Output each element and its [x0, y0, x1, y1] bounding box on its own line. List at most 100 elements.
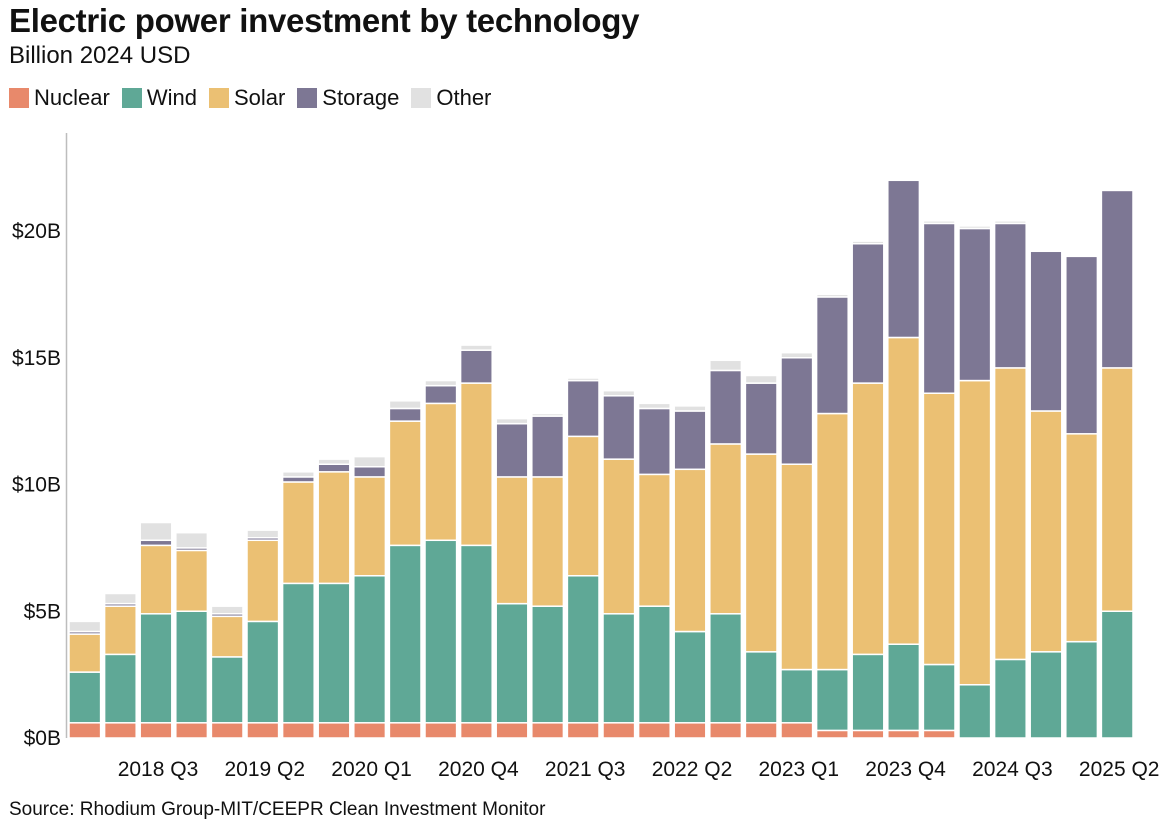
- bar-segment-nuclear: [673, 722, 707, 739]
- bar-segment-other: [993, 220, 1027, 225]
- bar-segment-solar: [246, 539, 280, 623]
- bar-segment-wind: [459, 544, 493, 724]
- bar-segment-nuclear: [424, 722, 458, 739]
- bar-segment-storage: [1100, 189, 1134, 369]
- bar-segment-wind: [922, 663, 956, 732]
- bar-segment-nuclear: [317, 722, 351, 739]
- bar-segment-wind: [673, 630, 707, 724]
- x-tick-label: 2019 Q2: [225, 758, 306, 781]
- legend-item-storage: Storage: [297, 85, 399, 111]
- bar-segment-nuclear: [139, 722, 173, 739]
- bar-segment-solar: [566, 435, 600, 577]
- legend-item-solar: Solar: [208, 85, 285, 111]
- bar-segment-solar: [780, 463, 814, 671]
- bar-segment-solar: [353, 476, 387, 577]
- bar-segment-other: [602, 389, 636, 397]
- bar-segment-nuclear: [210, 722, 244, 739]
- bar-segment-solar: [922, 392, 956, 666]
- bar-segment-solar: [459, 382, 493, 547]
- bar-segment-nuclear: [851, 729, 885, 739]
- bar-segment-solar: [851, 382, 885, 656]
- bar-segment-storage: [780, 357, 814, 465]
- bar-segment-wind: [103, 653, 137, 724]
- bar-segment-storage: [815, 296, 849, 415]
- bar-segment-wind: [1065, 640, 1099, 739]
- bar-segment-solar: [602, 458, 636, 615]
- bar-segment-other: [246, 529, 280, 539]
- bar-segment-other: [709, 359, 743, 372]
- bar-segment-wind: [246, 620, 280, 724]
- bar-segment-wind: [744, 651, 778, 724]
- x-tick-label: 2023 Q4: [865, 758, 946, 781]
- bar-segment-nuclear: [495, 722, 529, 739]
- bar-segment-other: [851, 240, 885, 245]
- bar-segment-nuclear: [566, 722, 600, 739]
- bar-segment-wind: [887, 643, 921, 732]
- legend-item-nuclear: Nuclear: [9, 85, 110, 111]
- bar-segment-storage: [388, 407, 422, 422]
- bar-segment-wind: [1100, 610, 1134, 739]
- bar-segment-other: [815, 293, 849, 298]
- bar-segment-other: [744, 374, 778, 384]
- bar-segment-wind: [388, 544, 422, 724]
- bar-segment-solar: [673, 468, 707, 633]
- x-tick-label: 2018 Q3: [118, 758, 199, 781]
- bar-segment-other: [637, 402, 671, 410]
- bar-segment-wind: [424, 539, 458, 724]
- x-tick-label: 2023 Q1: [759, 758, 840, 781]
- bar-segment-wind: [495, 602, 529, 724]
- bar-segment-storage: [993, 222, 1027, 369]
- bar-segment-other: [780, 351, 814, 359]
- bar-segment-wind: [175, 610, 209, 724]
- bar-segment-solar: [281, 481, 315, 585]
- chart-title: Electric power investment by technology: [9, 2, 640, 39]
- bar-segment-other: [388, 400, 422, 410]
- bar-segment-solar: [531, 476, 565, 607]
- bar-segment-nuclear: [388, 722, 422, 739]
- bar-segment-solar: [68, 633, 102, 673]
- bar-segment-storage: [602, 395, 636, 460]
- bar-segment-storage: [1029, 250, 1063, 412]
- bar-segment-nuclear: [637, 722, 671, 739]
- bar-segment-wind: [780, 668, 814, 724]
- bar-segment-wind: [637, 605, 671, 724]
- bar-segment-other: [424, 379, 458, 387]
- bar-segment-solar: [815, 412, 849, 671]
- x-tick-label: 2020 Q4: [438, 758, 519, 781]
- bar-segment-wind: [531, 605, 565, 724]
- y-tick-label: $20B: [12, 220, 61, 243]
- bar-segment-other: [495, 417, 529, 425]
- bar-segment-storage: [281, 476, 315, 483]
- x-tick-label: 2024 Q3: [972, 758, 1053, 781]
- bar-segment-nuclear: [602, 722, 636, 739]
- legend-label-storage: Storage: [322, 85, 400, 110]
- bar-segment-wind: [958, 684, 992, 739]
- bar-segment-other: [175, 531, 209, 549]
- bar-segment-other: [922, 220, 956, 225]
- bar-segment-wind: [602, 613, 636, 724]
- bar-segment-nuclear: [281, 722, 315, 739]
- bar-segment-solar: [1065, 433, 1099, 643]
- bar-segment-storage: [922, 222, 956, 394]
- chart-subtitle: Billion 2024 USD: [9, 42, 191, 69]
- bar-segment-other: [103, 592, 137, 605]
- bar-segment-storage: [887, 179, 921, 339]
- bar-segment-storage: [958, 227, 992, 382]
- bar-segment-solar: [637, 473, 671, 607]
- bar-segment-solar: [317, 471, 351, 585]
- bar-segment-storage: [637, 407, 671, 476]
- legend: Nuclear Wind Solar Storage Other: [9, 85, 503, 111]
- legend-label-wind: Wind: [146, 85, 197, 110]
- bar-segment-storage: [459, 349, 493, 384]
- x-tick-label: 2021 Q3: [545, 758, 626, 781]
- bar-segment-nuclear: [744, 722, 778, 739]
- bar-segment-solar: [1100, 367, 1134, 613]
- bar-segment-storage: [709, 369, 743, 445]
- legend-label-nuclear: Nuclear: [34, 85, 110, 110]
- bar-segment-wind: [281, 582, 315, 724]
- legend-swatch-storage: [297, 88, 318, 108]
- bar-segment-nuclear: [68, 722, 102, 739]
- bar-segment-solar: [1029, 410, 1063, 653]
- bar-segment-other: [68, 620, 102, 633]
- bar-segment-wind: [317, 582, 351, 724]
